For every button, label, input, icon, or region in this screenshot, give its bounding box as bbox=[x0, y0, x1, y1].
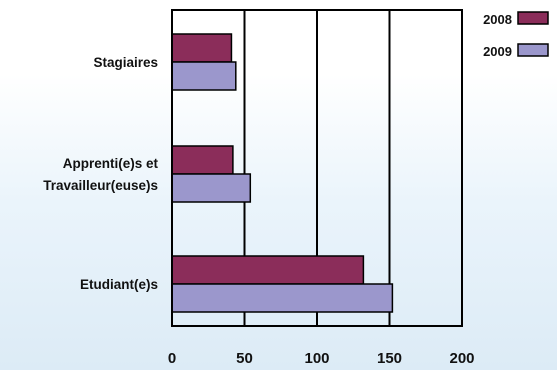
category-label: Etudiant(e)s bbox=[80, 277, 158, 292]
legend: 2008 2009 bbox=[483, 11, 549, 59]
category-label: Travailleur(euse)s bbox=[43, 178, 158, 193]
tick-label-50: 50 bbox=[236, 350, 253, 367]
category-label: Apprenti(e)s et bbox=[63, 156, 159, 171]
legend-swatch-2008 bbox=[517, 11, 549, 25]
category-labels: Stagiaires Apprenti(e)s et Travailleur(eus… bbox=[43, 55, 158, 292]
tick-labels: 0 50 100 150 200 bbox=[168, 350, 475, 367]
category-label: Stagiaires bbox=[93, 55, 158, 70]
bars bbox=[171, 33, 394, 313]
legend-label-2009: 2009 bbox=[483, 44, 512, 59]
bar-2008-2 bbox=[171, 255, 365, 285]
bar-2008-1 bbox=[171, 145, 234, 175]
tick-label-150: 150 bbox=[377, 350, 402, 367]
legend-swatch-2009 bbox=[517, 43, 549, 57]
plot-frame bbox=[171, 9, 463, 327]
tick-label-100: 100 bbox=[304, 350, 329, 367]
bar-2009-2 bbox=[171, 283, 394, 313]
bar-2009-0 bbox=[171, 61, 237, 91]
tick-label-0: 0 bbox=[168, 350, 176, 367]
tick-label-200: 200 bbox=[449, 350, 474, 367]
legend-label-2008: 2008 bbox=[483, 12, 512, 27]
bar-2009-1 bbox=[171, 173, 252, 203]
bar-2008-0 bbox=[171, 33, 233, 63]
